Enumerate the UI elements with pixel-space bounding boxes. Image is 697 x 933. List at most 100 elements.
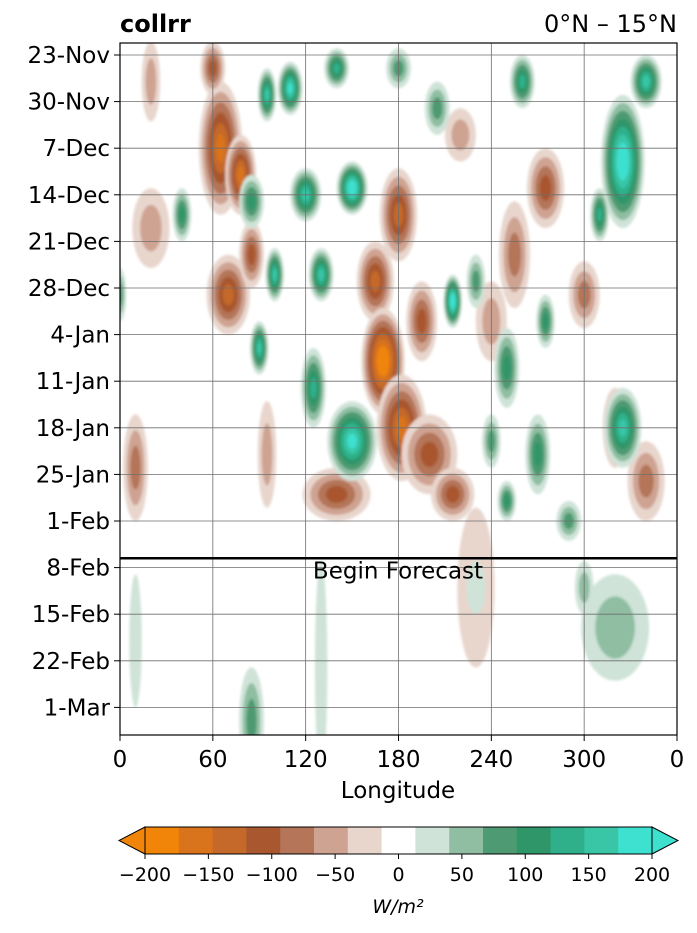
contour-blob <box>239 221 264 288</box>
contour-blob <box>301 348 326 428</box>
contour-level <box>145 58 157 105</box>
contour-blob <box>314 561 328 735</box>
x-tick-label: 60 <box>198 747 227 773</box>
colorbar-swatch <box>618 827 653 854</box>
contour-blob <box>120 268 127 322</box>
colorbar-swatch <box>483 827 518 854</box>
contour-blob <box>132 188 170 268</box>
x-tick-label: 300 <box>562 747 606 773</box>
y-tick-label: 23-Nov <box>28 43 110 69</box>
colorbar-swatch <box>415 827 450 854</box>
contour-level <box>619 150 627 173</box>
contour-level <box>502 355 511 381</box>
x-axis-label: Longitude <box>341 778 455 804</box>
colorbar-swatch <box>178 827 214 854</box>
contour-blob <box>302 467 371 521</box>
contour-layer <box>120 43 665 735</box>
x-tick-label: 0 <box>670 747 685 773</box>
colorbar-tick-label: 150 <box>570 864 606 886</box>
contour-level <box>542 312 549 330</box>
y-tick-label: 1-Mar <box>44 695 111 721</box>
forecast-label: Begin Forecast <box>313 558 483 584</box>
contour-level <box>222 284 234 306</box>
contour-level <box>257 342 262 354</box>
x-axis: 0 60 120 180 240 300 0 <box>113 735 685 773</box>
contour-blob <box>509 55 535 109</box>
contour-level <box>519 74 526 89</box>
contour-level <box>261 423 273 486</box>
colorbar-swatch <box>145 827 180 854</box>
contour-blob <box>257 401 277 508</box>
colorbar-swatch <box>246 827 281 854</box>
y-tick-label: 22-Feb <box>32 649 110 675</box>
contour-blob <box>494 328 520 408</box>
contour-level <box>247 244 256 266</box>
contour-blob <box>525 414 551 495</box>
contour-level <box>432 97 443 120</box>
contour-blob <box>444 108 476 162</box>
contour-level <box>597 207 602 222</box>
chart-title-left: collrr <box>120 10 191 38</box>
contour-blob <box>265 248 285 302</box>
colorbar-swatch <box>381 827 416 854</box>
colorbar-swatch <box>314 827 349 854</box>
contour-blob <box>499 201 530 308</box>
forecast-marker: Begin Forecast <box>120 557 677 584</box>
contour-level <box>539 175 552 201</box>
colorbar-tick-label: −150 <box>182 864 234 886</box>
contour-blob <box>526 148 565 229</box>
colorbar-swatch <box>516 827 552 854</box>
colorbar-swatch <box>550 827 585 854</box>
contour-blob <box>497 481 517 521</box>
y-tick-label: 18-Jan <box>36 416 110 442</box>
contour-blob <box>630 55 662 109</box>
contour-blob <box>239 174 264 229</box>
contour-level <box>140 204 162 252</box>
contour-level <box>420 441 439 468</box>
contour-blob <box>627 441 665 521</box>
x-tick-label: 180 <box>377 747 421 773</box>
contour-level <box>237 166 245 184</box>
y-axis: 23-Nov 30-Nov 7-Dec 14-Dec 21-Dec 28-Dec 4-Jan… <box>28 43 120 721</box>
contour-level <box>272 268 277 281</box>
contour-level <box>347 433 357 449</box>
contour-blob <box>431 467 475 521</box>
contour-blob <box>327 401 377 481</box>
contour-level <box>503 494 510 508</box>
contour-level <box>533 441 542 468</box>
contour-level <box>472 270 480 293</box>
contour-blob <box>277 61 303 115</box>
contour-level <box>642 75 650 88</box>
contour-blob <box>324 48 349 89</box>
contour-level <box>370 270 381 292</box>
contour-blob <box>172 188 192 242</box>
contour-blob <box>239 667 264 735</box>
y-tick-label: 25-Jan <box>36 462 110 488</box>
contour-blob <box>249 321 269 375</box>
contour-level <box>325 485 348 503</box>
contour-blob <box>581 574 650 681</box>
colorbar-swatch <box>584 827 619 854</box>
colorbar: −200 −150 −100 −50 0 50 100 150 200 <box>117 826 680 886</box>
contour-blob <box>129 574 142 708</box>
contour-level <box>508 232 521 277</box>
contour-level <box>120 283 123 306</box>
contour-blob <box>424 81 450 135</box>
contour-blob <box>141 43 161 122</box>
y-tick-label: 11-Jan <box>36 369 110 395</box>
contour-level <box>178 206 185 224</box>
contour-level <box>445 485 460 503</box>
y-tick-label: 7-Dec <box>43 136 110 162</box>
contour-level <box>349 183 355 193</box>
contour-level <box>129 574 142 708</box>
colorbar-swatch <box>449 827 484 854</box>
x-tick-label: 120 <box>284 747 328 773</box>
contour-level <box>314 561 328 735</box>
contour-level <box>310 377 317 399</box>
contour-level <box>265 89 269 101</box>
colorbar-swatch <box>212 827 247 854</box>
colorbar-swatch <box>347 827 383 854</box>
contour-level <box>451 119 470 151</box>
colorbar-tick-label: −200 <box>119 864 171 886</box>
